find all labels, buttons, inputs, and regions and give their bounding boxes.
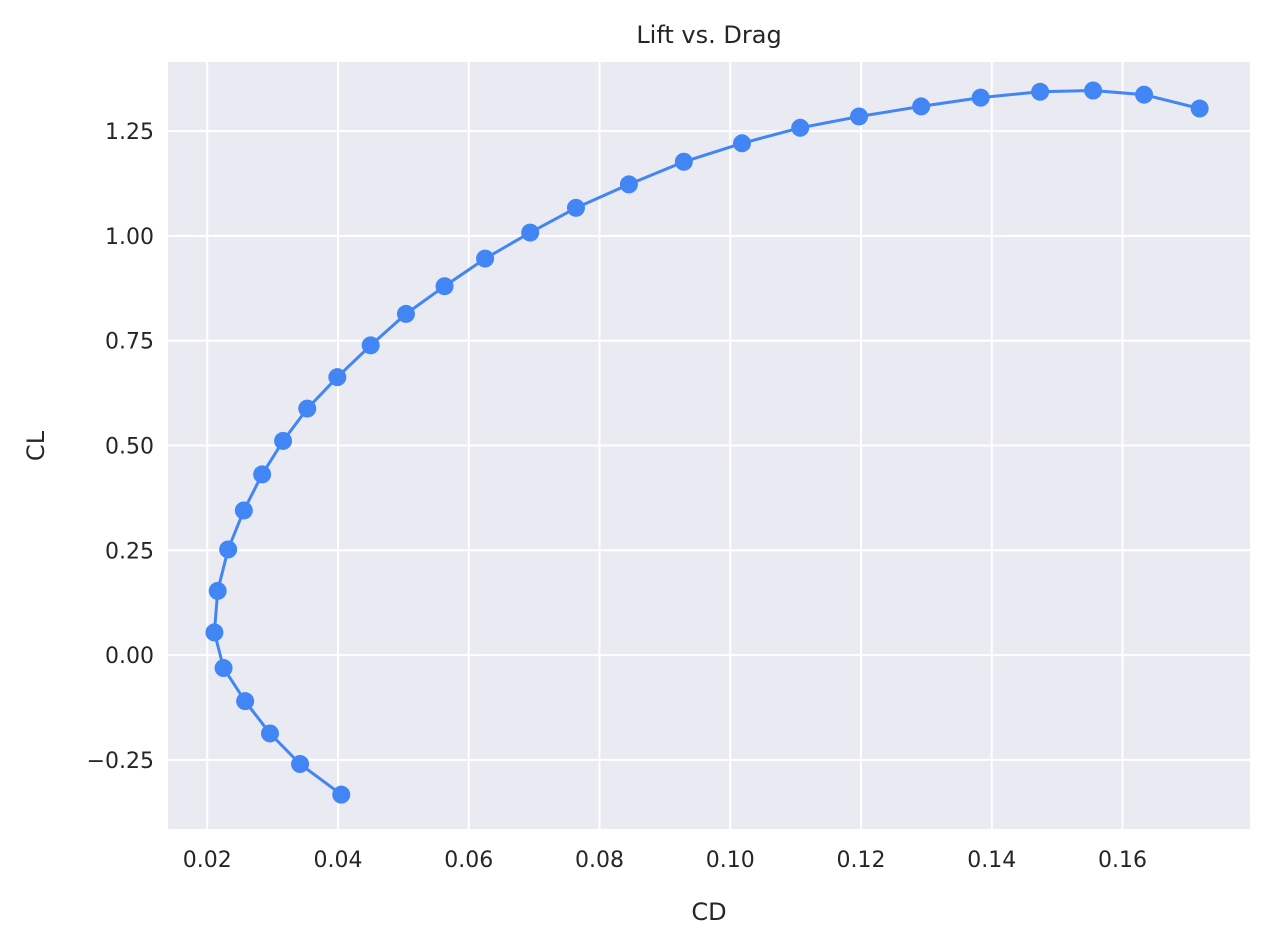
x-tick-labels: 0.02 0.04 0.06 0.08 0.10 0.12 0.14 0.16	[183, 848, 1147, 873]
data-point	[205, 623, 224, 642]
data-point	[332, 785, 351, 804]
data-point	[733, 134, 752, 153]
data-point	[253, 465, 272, 484]
data-point	[260, 724, 279, 743]
x-tick-label: 0.16	[1098, 848, 1147, 873]
data-point	[971, 88, 990, 107]
data-point	[214, 659, 233, 678]
y-tick-label: 0.25	[105, 539, 154, 564]
data-point	[208, 581, 227, 600]
data-point	[850, 107, 869, 126]
data-point	[234, 501, 253, 520]
series-layer	[205, 81, 1209, 804]
y-tick-label: 0.00	[105, 644, 154, 669]
x-tick-label: 0.14	[967, 848, 1016, 873]
data-point	[912, 97, 931, 116]
y-tick-label: 0.75	[105, 330, 154, 355]
data-point	[328, 368, 347, 387]
y-tick-label: 0.50	[105, 435, 154, 460]
y-tick-label: −0.25	[87, 749, 154, 774]
x-axis-label: CD	[691, 898, 726, 926]
data-point	[674, 152, 693, 171]
data-point	[274, 431, 293, 450]
y-axis-label: CL	[22, 430, 50, 461]
x-tick-label: 0.10	[706, 848, 755, 873]
y-tick-labels: −0.25 0.00 0.25 0.50 0.75 1.00 1.25	[87, 120, 154, 774]
data-point	[435, 277, 454, 296]
chart-title: Lift vs. Drag	[636, 21, 781, 49]
data-point	[291, 755, 310, 774]
x-tick-label: 0.12	[837, 848, 886, 873]
y-tick-label: 1.00	[105, 225, 154, 250]
data-point	[298, 399, 317, 418]
y-tick-label: 1.25	[105, 120, 154, 145]
grid-lines	[168, 62, 1250, 829]
data-point	[1135, 85, 1154, 104]
data-point	[619, 175, 638, 194]
data-point	[219, 540, 238, 559]
x-tick-label: 0.04	[313, 848, 362, 873]
x-tick-label: 0.02	[183, 848, 232, 873]
data-point	[236, 692, 255, 711]
x-tick-label: 0.08	[575, 848, 624, 873]
data-point	[396, 304, 415, 323]
x-tick-label: 0.06	[444, 848, 493, 873]
data-point	[1084, 81, 1103, 100]
data-point	[521, 223, 540, 242]
data-point	[566, 198, 585, 217]
data-point	[361, 336, 380, 355]
data-point	[791, 118, 810, 137]
data-point	[476, 249, 495, 268]
data-point	[1190, 99, 1209, 118]
data-point	[1031, 82, 1050, 101]
